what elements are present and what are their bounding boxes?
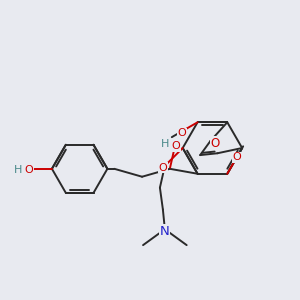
Text: O: O <box>178 128 186 138</box>
Text: O: O <box>233 152 242 162</box>
Text: N: N <box>160 225 170 238</box>
Text: O: O <box>25 165 34 175</box>
Text: O: O <box>171 141 180 151</box>
Text: O: O <box>158 163 167 173</box>
Text: O: O <box>211 136 220 149</box>
Text: H: H <box>161 139 169 149</box>
Text: H: H <box>14 165 22 175</box>
